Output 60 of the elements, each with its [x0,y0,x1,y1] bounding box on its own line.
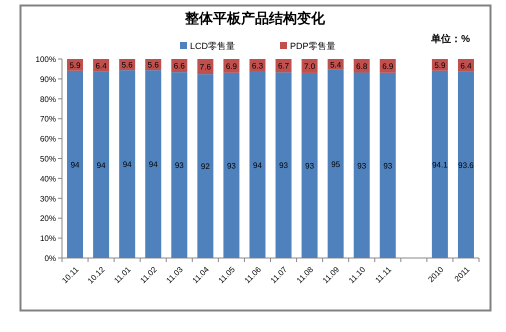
data-label: 94 [148,160,158,170]
data-label: 6.9 [226,62,238,71]
data-label: 93 [174,161,184,170]
y-tick-label: 20% [40,214,56,224]
bar [458,72,474,258]
bar [197,74,214,258]
data-label: 5.4 [330,60,342,70]
data-label: 5.9 [434,60,446,70]
chart-title: 整体平板产品结构变化 [184,10,326,26]
bar [328,70,344,258]
text: 单位：% [430,33,470,45]
data-label: 93 [383,161,393,170]
data-label: 6.9 [382,62,394,71]
data-label: 6.6 [174,62,186,71]
bar [67,70,84,258]
data-label: 5.6 [148,60,160,70]
bar [119,70,136,258]
bar [171,72,188,258]
y-tick-label: 100% [36,55,56,64]
bar [302,72,318,258]
data-label: 93 [226,161,236,170]
data-label: 6.3 [252,61,264,70]
data-label: 94 [70,160,80,170]
y-tick-label: 90% [40,74,56,84]
bar [249,72,266,258]
data-label: 92 [200,162,210,172]
y-tick-label: 70% [40,114,56,124]
data-label: 6.4 [96,61,108,70]
data-label: 93 [357,161,367,170]
data-label: 6.4 [460,61,472,70]
data-label: 7.0 [304,62,316,71]
y-tick-label: 10% [40,234,56,244]
data-label: 94 [122,160,132,170]
data-label: 6.8 [356,62,368,71]
data-label: 5.9 [69,60,82,70]
bar [354,72,370,258]
data-label: 94 [253,160,262,170]
data-label: 95 [331,160,341,169]
bar [145,70,162,258]
y-tick-label: 30% [40,194,56,204]
legend-label: LCD零售量 [190,41,236,51]
data-label: 94.1 [432,160,448,170]
bar [223,72,240,258]
bar [432,70,448,258]
y-tick-label: 50% [40,154,56,164]
data-label: 93 [305,161,315,170]
bar [276,72,292,258]
bar [93,72,110,258]
data-label: 94 [96,160,106,170]
data-label: 93.6 [458,160,474,170]
data-label: 5.6 [122,60,134,70]
data-label: 6.7 [278,62,290,71]
bar [380,72,396,258]
y-tick-label: 60% [40,134,56,144]
legend-label: PDP零售量 [290,41,336,51]
y-tick-label: 40% [40,174,56,184]
data-label: 93 [279,161,289,170]
y-tick-label: 0% [44,254,56,263]
y-tick-label: 80% [40,94,56,104]
data-label: 7.6 [200,62,212,72]
